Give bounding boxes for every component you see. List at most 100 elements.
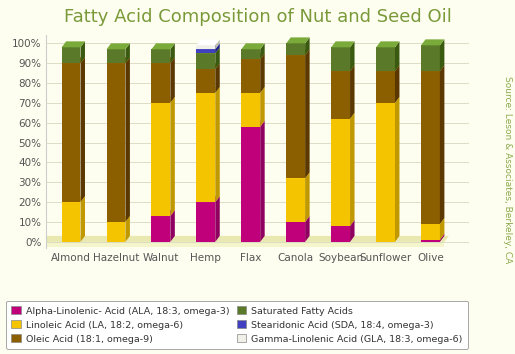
Bar	[107, 222, 126, 242]
Polygon shape	[215, 43, 220, 53]
Bar	[196, 53, 215, 69]
Polygon shape	[421, 65, 444, 71]
Bar	[421, 240, 440, 242]
Bar	[376, 71, 395, 103]
Polygon shape	[286, 216, 310, 222]
Polygon shape	[170, 43, 175, 63]
Bar	[242, 49, 260, 59]
Polygon shape	[80, 41, 85, 63]
Polygon shape	[350, 65, 354, 119]
Bar	[286, 43, 305, 55]
Polygon shape	[215, 39, 220, 49]
Polygon shape	[305, 38, 310, 55]
Title: Fatty Acid Composition of Nut and Seed Oil: Fatty Acid Composition of Nut and Seed O…	[63, 7, 452, 25]
Polygon shape	[376, 97, 400, 103]
Polygon shape	[151, 57, 175, 63]
Polygon shape	[170, 97, 175, 216]
Polygon shape	[151, 97, 175, 103]
Legend: Alpha-Linolenic- Acid (ALA, 18:3, omega-3), Linoleic Acid (LA, 18:2, omega-6), O: Alpha-Linolenic- Acid (ALA, 18:3, omega-…	[6, 301, 468, 349]
Polygon shape	[286, 172, 310, 178]
Polygon shape	[215, 63, 220, 93]
Polygon shape	[331, 113, 354, 119]
Polygon shape	[331, 220, 354, 226]
Polygon shape	[151, 43, 175, 49]
Polygon shape	[126, 57, 130, 222]
Bar	[196, 93, 215, 202]
Polygon shape	[62, 57, 85, 63]
Polygon shape	[242, 87, 265, 93]
Bar	[376, 47, 395, 71]
Polygon shape	[305, 49, 310, 178]
Polygon shape	[107, 43, 130, 49]
Polygon shape	[350, 220, 354, 242]
Polygon shape	[421, 234, 444, 240]
Bar	[286, 222, 305, 242]
Bar	[196, 69, 215, 93]
Bar	[331, 71, 350, 119]
Polygon shape	[196, 39, 220, 45]
Polygon shape	[440, 39, 444, 71]
Polygon shape	[376, 41, 400, 47]
Bar	[421, 224, 440, 240]
Polygon shape	[305, 216, 310, 242]
Polygon shape	[395, 41, 400, 71]
Polygon shape	[350, 113, 354, 226]
Bar	[331, 47, 350, 71]
Polygon shape	[107, 216, 130, 222]
Polygon shape	[126, 216, 130, 242]
Polygon shape	[62, 196, 85, 202]
Text: Source: Leson & Associates, Berkeley, CA: Source: Leson & Associates, Berkeley, CA	[504, 76, 512, 263]
Polygon shape	[260, 43, 265, 59]
Polygon shape	[376, 65, 400, 71]
Bar	[286, 178, 305, 222]
Polygon shape	[39, 236, 449, 242]
Polygon shape	[421, 39, 444, 45]
Polygon shape	[242, 53, 265, 59]
Bar	[196, 202, 215, 242]
Bar	[242, 93, 260, 127]
Polygon shape	[80, 196, 85, 242]
Bar	[151, 103, 170, 216]
Bar	[331, 119, 350, 226]
Polygon shape	[350, 41, 354, 71]
Bar	[62, 202, 80, 242]
Polygon shape	[151, 210, 175, 216]
Bar	[107, 63, 126, 222]
Polygon shape	[215, 47, 220, 69]
Polygon shape	[395, 65, 400, 103]
Polygon shape	[196, 43, 220, 49]
Polygon shape	[170, 57, 175, 103]
Bar	[421, 45, 440, 71]
Polygon shape	[196, 63, 220, 69]
Bar	[242, 59, 260, 93]
Bar	[196, 45, 215, 49]
Bar	[39, 242, 444, 247]
Bar	[376, 103, 395, 242]
Polygon shape	[242, 121, 265, 127]
Bar	[151, 63, 170, 103]
Polygon shape	[305, 172, 310, 222]
Bar	[62, 63, 80, 202]
Polygon shape	[215, 87, 220, 202]
Polygon shape	[126, 43, 130, 63]
Polygon shape	[196, 196, 220, 202]
Polygon shape	[80, 57, 85, 202]
Bar	[62, 47, 80, 63]
Polygon shape	[395, 97, 400, 242]
Polygon shape	[170, 210, 175, 242]
Polygon shape	[196, 47, 220, 53]
Polygon shape	[286, 49, 310, 55]
Bar	[196, 49, 215, 53]
Bar	[421, 71, 440, 224]
Polygon shape	[62, 41, 85, 47]
Polygon shape	[107, 57, 130, 63]
Polygon shape	[286, 38, 310, 43]
Polygon shape	[440, 218, 444, 240]
Polygon shape	[242, 43, 265, 49]
Bar	[151, 49, 170, 63]
Polygon shape	[440, 65, 444, 224]
Polygon shape	[260, 121, 265, 242]
Polygon shape	[196, 87, 220, 93]
Polygon shape	[421, 218, 444, 224]
Polygon shape	[440, 234, 444, 242]
